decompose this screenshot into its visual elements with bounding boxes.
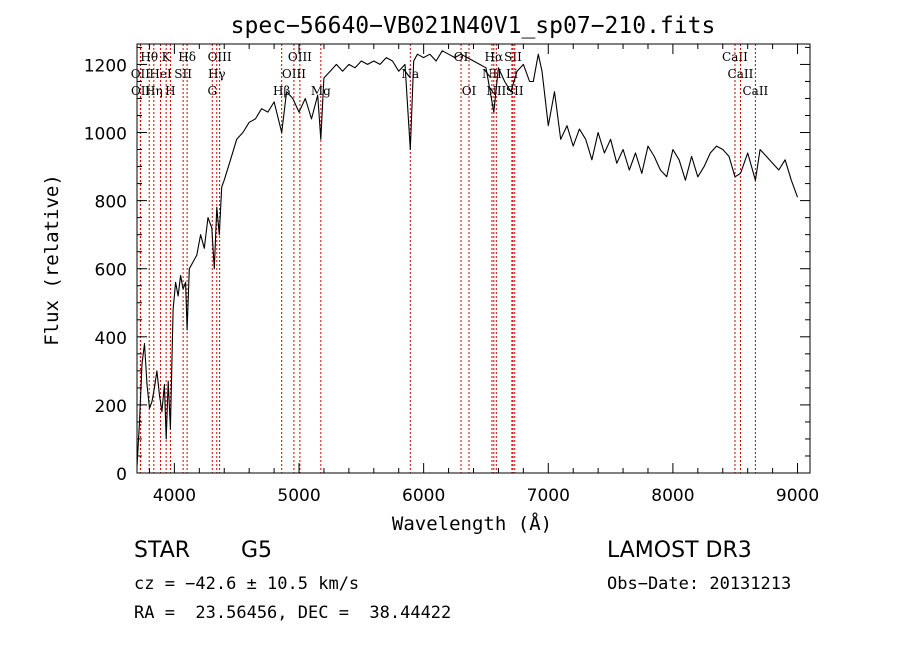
chart-title: spec−56640−VB021N40V1_sp07−210.fits [231, 13, 716, 39]
line-marker-label: SII [504, 50, 522, 64]
line-marker-label: H [165, 84, 175, 98]
plot-frame [136, 43, 811, 474]
line-marker-label: Li [506, 67, 518, 81]
x-tick-label: 4000 [153, 486, 196, 506]
x-axis-label: Wavelength (Å) [392, 512, 552, 535]
line-marker-label: OIII [288, 50, 312, 64]
line-marker-label: OII [131, 84, 151, 98]
spectrum-line [136, 50, 799, 467]
line-marker-label: K [162, 50, 172, 64]
line-marker-label: Hγ [208, 67, 226, 81]
line-marker-label: CaII [742, 84, 768, 98]
line-marker-label: Hη [145, 84, 163, 98]
line-marker-label: Na [401, 67, 419, 81]
line-marker-label: CaII [722, 50, 748, 64]
y-tick-label: 200 [95, 397, 127, 417]
x-tick-label: 9000 [776, 486, 819, 506]
line-marker-label: Hδ [178, 50, 196, 64]
y-axis-label: Flux (relative) [41, 174, 63, 346]
x-tick-label: 7000 [527, 486, 570, 506]
coordinates-info: RA = 23.56456, DEC = 38.44422 [134, 603, 452, 623]
line-marker-label: OIII [208, 50, 232, 64]
y-tick-label: 0 [116, 465, 127, 485]
x-tick-label: 8000 [651, 486, 694, 506]
line-marker-label: OI [454, 50, 469, 64]
object-class: STAR [134, 538, 191, 563]
line-marker-label: Hβ [273, 84, 290, 98]
x-tick-label: 6000 [402, 486, 445, 506]
y-axis: 0 200 400 600 800 1000 1200 [84, 46, 810, 485]
line-marker-label: SII [506, 84, 524, 98]
line-marker-label: OIII [282, 67, 306, 81]
spectrum-series [136, 50, 799, 467]
line-marker-label: Hα [485, 50, 504, 64]
y-tick-label: 1000 [84, 125, 127, 145]
object-subclass: G5 [241, 538, 273, 563]
line-marker-label: OI [462, 84, 477, 98]
line-marker-label: Hθ [140, 50, 158, 64]
redshift-info: cz = −42.6 ± 10.5 km/s [134, 574, 360, 594]
line-marker-label: G [207, 84, 217, 98]
y-tick-label: 400 [95, 329, 127, 349]
survey-name: LAMOST DR3 [607, 538, 752, 563]
x-axis: 4000 5000 6000 7000 8000 9000 [148, 44, 819, 506]
line-marker-label: Mg [311, 84, 331, 98]
x-tick-label: 5000 [277, 486, 320, 506]
y-tick-label: 1200 [84, 56, 127, 76]
observation-date: Obs−Date: 20131213 [607, 574, 792, 594]
line-marker-label: CaII [728, 67, 754, 81]
y-tick-label: 800 [95, 193, 127, 213]
y-tick-label: 600 [95, 261, 127, 281]
line-marker-label: HeI [149, 67, 172, 81]
line-marker-label: SII [174, 67, 192, 81]
